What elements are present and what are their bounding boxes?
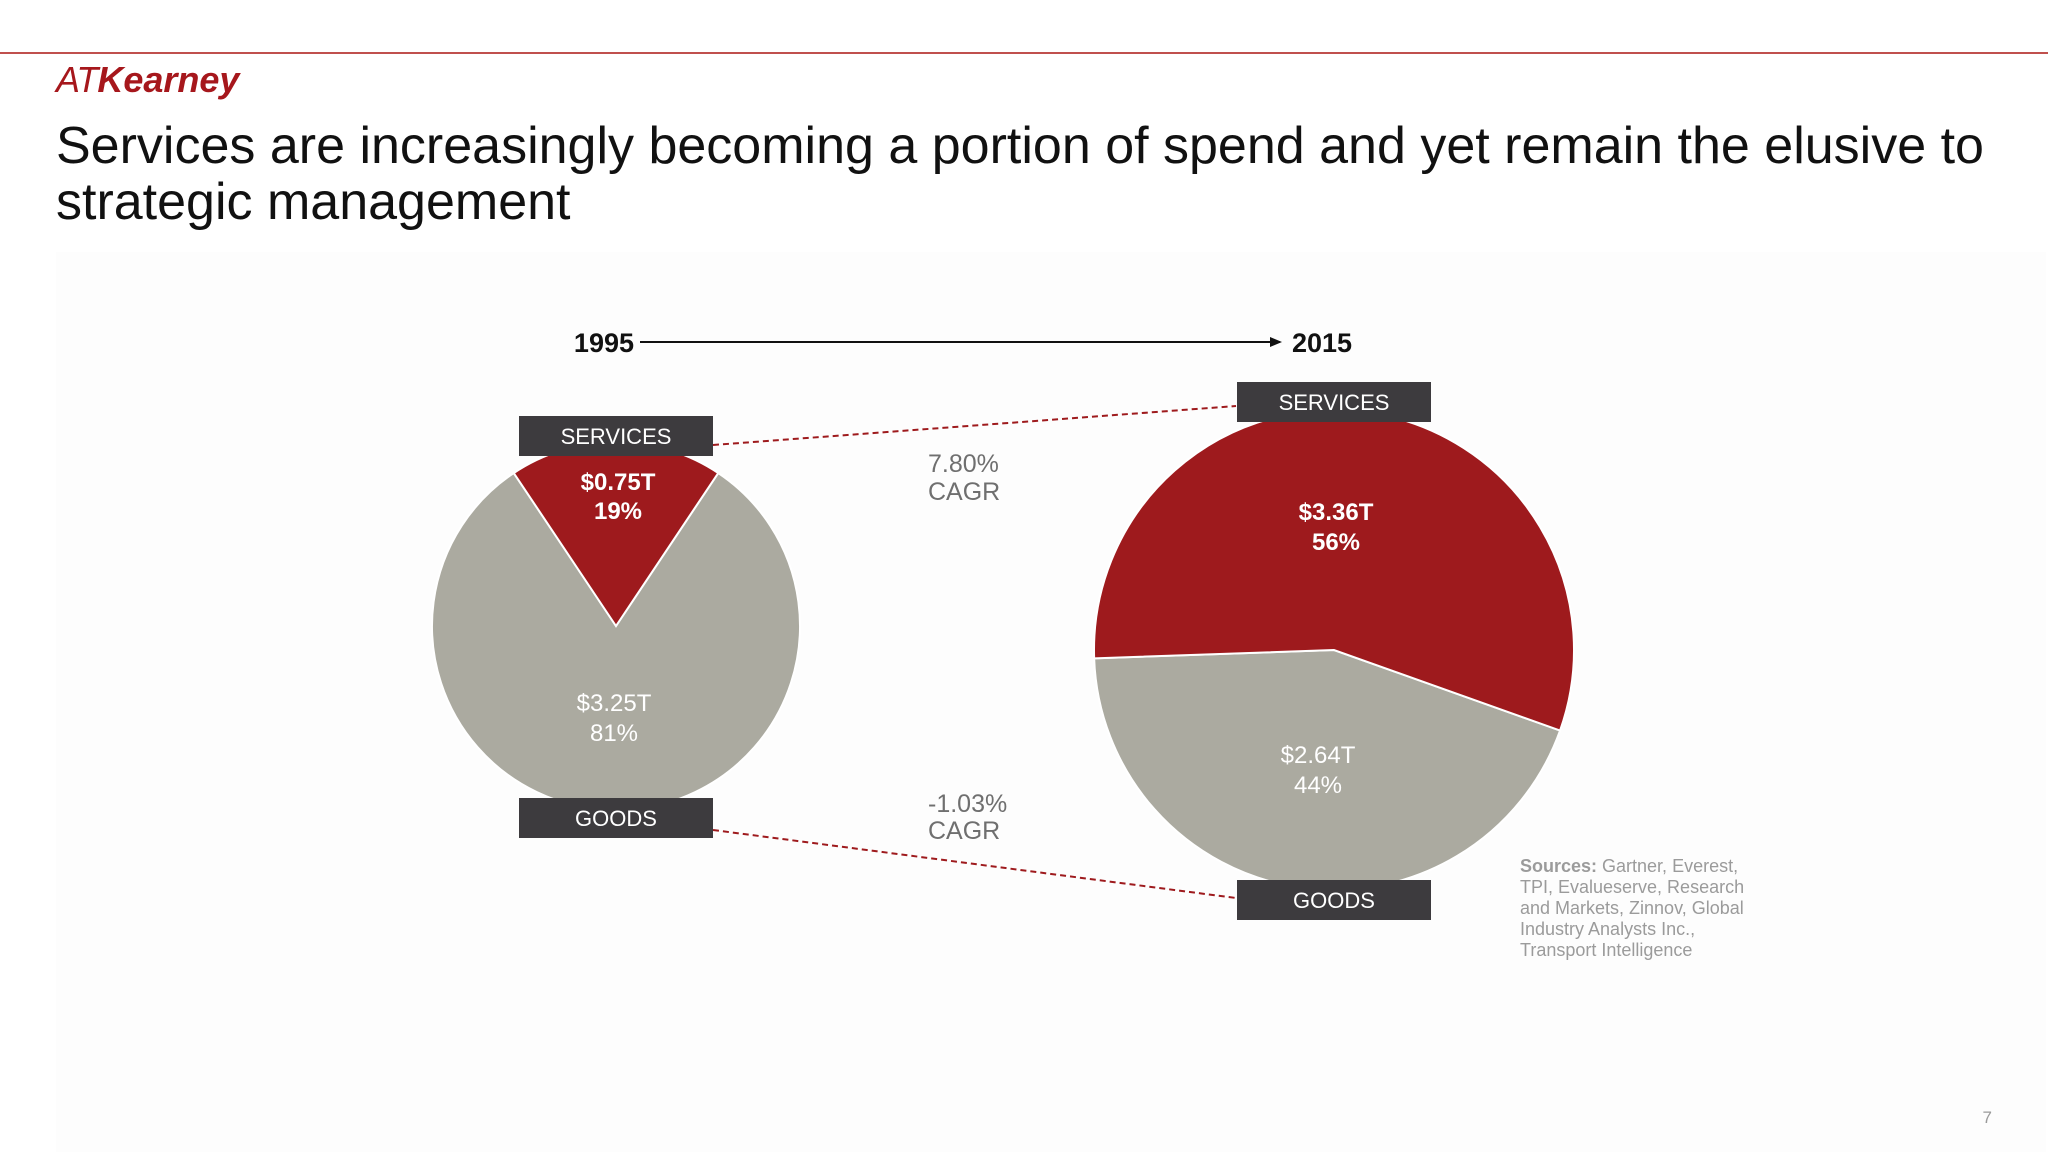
sources-line: and Markets, Zinnov, Global — [1520, 898, 1744, 918]
sources-line: Industry Analysts Inc., — [1520, 919, 1695, 939]
goods-cagr-label: CAGR — [928, 817, 1000, 845]
services-value-label-2015: $3.36T — [1299, 499, 1374, 526]
services-cagr-value: 7.80% — [928, 450, 999, 478]
goods-tag-1995-label: GOODS — [575, 806, 657, 831]
services-tag-1995-label: SERVICES — [561, 424, 672, 449]
sources-line: Transport Intelligence — [1520, 940, 1692, 960]
services-tag-2015-label: SERVICES — [1279, 390, 1390, 415]
sources-text: Gartner, Everest, — [1597, 856, 1738, 876]
goods-connector-line — [712, 829, 1237, 899]
page-number: 7 — [1982, 1108, 1992, 1127]
services-tag-1995-box — [519, 416, 713, 456]
goods-tag-2015-box — [1237, 880, 1431, 920]
services-percent-label-1995: 19% — [594, 498, 642, 525]
top-rule — [0, 52, 2048, 54]
goods-tag-1995-box — [519, 798, 713, 838]
services-percent-label-2015: 56% — [1312, 529, 1360, 556]
goods-value-label-2015: $2.64T — [1281, 742, 1356, 769]
services-tag-2015-box — [1237, 382, 1431, 422]
sources-line: Sources: Gartner, Everest, — [1520, 856, 1738, 876]
sources-line: TPI, Evalueserve, Research — [1520, 877, 1744, 897]
content-area — [56, 252, 2046, 1152]
atkearney-logo: ATKearney — [56, 59, 240, 100]
services-value-label-1995: $0.75T — [581, 469, 656, 496]
goods-percent-label-2015: 44% — [1294, 772, 1342, 799]
timeline-start-year: 1995 — [574, 328, 634, 358]
services-cagr-label: CAGR — [928, 478, 1000, 506]
goods-percent-label-1995: 81% — [590, 720, 638, 747]
sources-label: Sources: — [1520, 856, 1597, 876]
page-title: Services are increasingly becoming a por… — [56, 117, 1984, 231]
goods-tag-2015-label: GOODS — [1293, 888, 1375, 913]
goods-value-label-1995: $3.25T — [577, 690, 652, 717]
goods-cagr-value: -1.03% — [928, 790, 1007, 818]
services-connector-line — [712, 405, 1237, 446]
timeline-end-year: 2015 — [1292, 328, 1352, 358]
